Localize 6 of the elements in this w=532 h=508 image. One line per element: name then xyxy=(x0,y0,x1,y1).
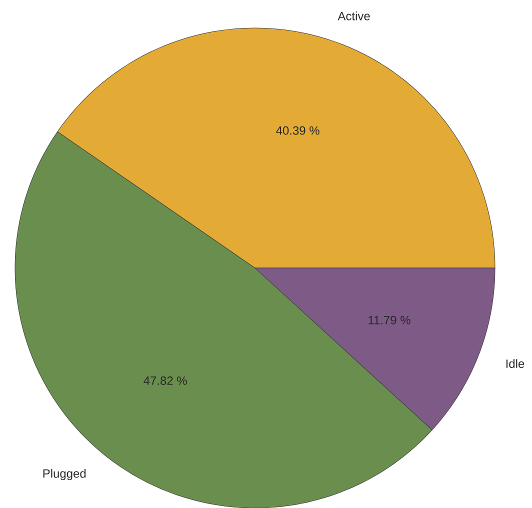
slice-label: Plugged xyxy=(43,468,86,480)
data-label: 47.82 % xyxy=(144,376,187,385)
data-label: 40.39 % xyxy=(276,126,320,135)
slice-label: Idle xyxy=(506,359,524,368)
data-label: 11.79 % xyxy=(368,316,410,324)
slice-label: Active xyxy=(338,11,370,20)
